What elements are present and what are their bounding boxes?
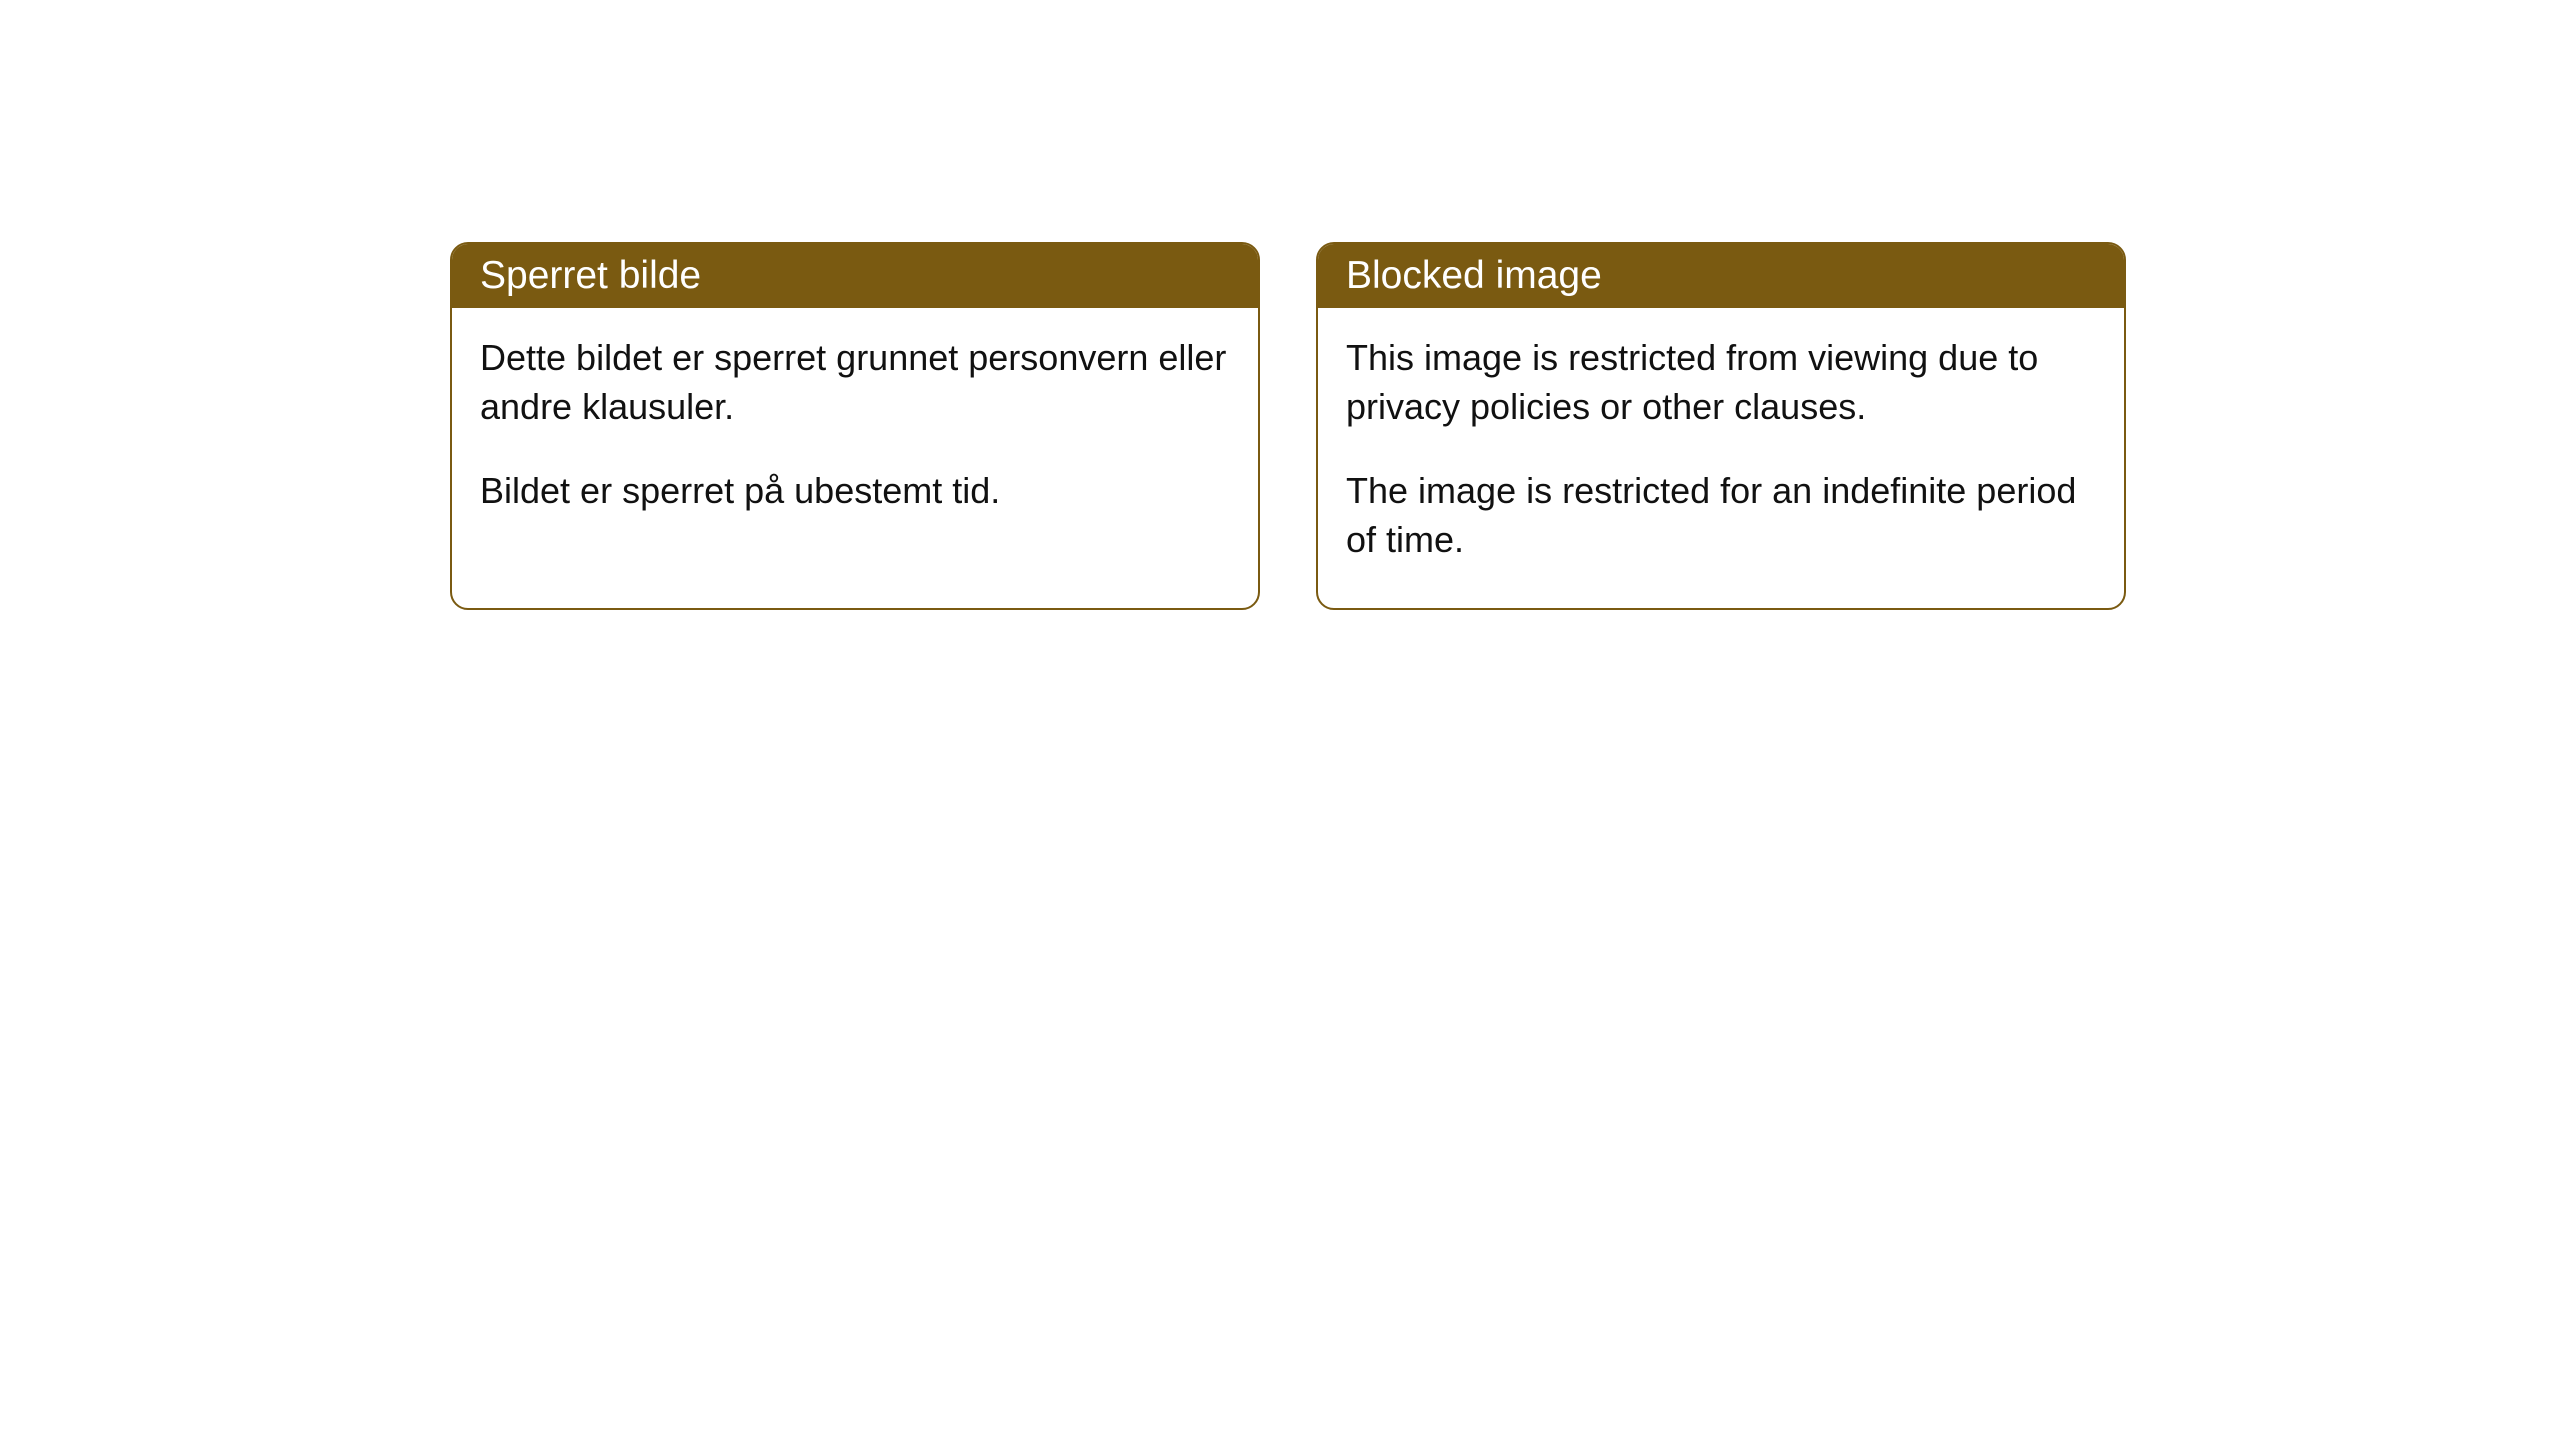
card-header: Blocked image [1318, 244, 2124, 308]
card-paragraph: Bildet er sperret på ubestemt tid. [480, 467, 1230, 516]
notice-cards-container: Sperret bilde Dette bildet er sperret gr… [0, 0, 2560, 610]
card-body: Dette bildet er sperret grunnet personve… [452, 308, 1258, 560]
card-paragraph: Dette bildet er sperret grunnet personve… [480, 334, 1230, 431]
card-paragraph: The image is restricted for an indefinit… [1346, 467, 2096, 564]
blocked-image-card-no: Sperret bilde Dette bildet er sperret gr… [450, 242, 1260, 610]
card-paragraph: This image is restricted from viewing du… [1346, 334, 2096, 431]
card-header: Sperret bilde [452, 244, 1258, 308]
blocked-image-card-en: Blocked image This image is restricted f… [1316, 242, 2126, 610]
card-body: This image is restricted from viewing du… [1318, 308, 2124, 608]
